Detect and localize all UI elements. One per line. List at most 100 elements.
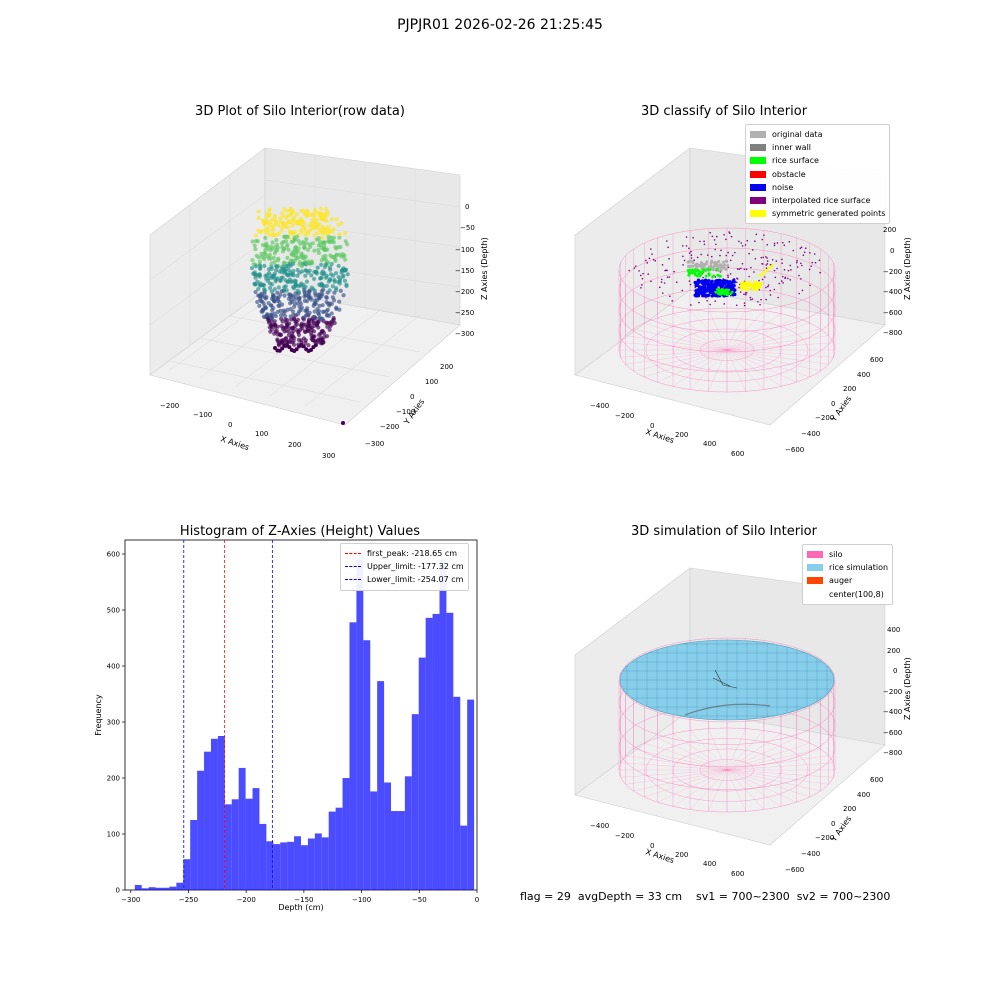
raw-point — [320, 291, 325, 297]
interpolated-point — [652, 258, 655, 261]
raw-point — [262, 291, 267, 296]
simulation-xlabel: X Axies — [644, 847, 675, 865]
raw-point — [287, 292, 292, 297]
raw-point — [289, 279, 294, 284]
histogram-bar — [377, 681, 385, 890]
interpolated-point — [766, 257, 768, 259]
interpolated-point — [763, 234, 765, 236]
interpolated-point — [727, 251, 729, 254]
interpolated-point — [719, 254, 721, 257]
interpolated-point — [690, 254, 693, 257]
raw-point — [291, 338, 296, 344]
histogram-bar — [148, 887, 156, 890]
x-tick-label: −300 — [121, 896, 140, 904]
interpolated-point — [666, 269, 668, 272]
raw-point — [262, 221, 267, 226]
raw-point — [265, 317, 271, 322]
raw-xtick: −100 — [193, 411, 212, 419]
raw-point — [311, 314, 316, 320]
histogram-bar — [252, 788, 260, 890]
raw-point — [301, 344, 306, 349]
raw-point — [331, 235, 337, 240]
noise-point — [710, 287, 714, 291]
raw-point — [292, 249, 298, 254]
raw-point — [332, 277, 337, 283]
raw-point — [295, 317, 301, 322]
raw-point — [267, 207, 272, 212]
symmetric-point — [742, 281, 746, 285]
raw-point — [272, 319, 277, 324]
raw-ytick: −300 — [365, 440, 384, 448]
raw-point — [302, 244, 307, 249]
interpolated-point — [692, 237, 694, 239]
cls-ytick: 600 — [870, 356, 883, 364]
interpolated-point — [730, 235, 733, 238]
raw-point — [277, 299, 282, 305]
raw-point — [283, 224, 288, 229]
legend-item: Lower_limit: -254.07 cm — [345, 573, 464, 586]
raw-ztick: −50 — [460, 224, 475, 232]
raw-point — [257, 263, 263, 268]
interpolated-point — [792, 249, 795, 252]
interpolated-point — [803, 251, 806, 254]
interpolated-point — [748, 252, 750, 255]
interpolated-point — [741, 245, 744, 247]
raw-point — [279, 288, 284, 294]
symmetric-point — [744, 287, 748, 291]
interpolated-point — [760, 298, 762, 301]
interpolated-point — [810, 265, 813, 268]
raw-point — [304, 231, 310, 236]
raw-point — [296, 311, 301, 317]
histogram-bar — [134, 884, 142, 890]
legend-swatch — [750, 183, 766, 191]
interpolated-point — [748, 275, 750, 278]
interpolated-point — [650, 280, 652, 283]
raw-point — [262, 288, 267, 293]
legend-swatch — [807, 564, 823, 572]
noise-point — [701, 286, 706, 290]
interpolated-point — [782, 275, 784, 278]
raw-point — [330, 238, 335, 243]
raw-point — [336, 245, 341, 250]
interpolated-point — [804, 247, 807, 249]
noise-point — [704, 293, 708, 297]
raw-point — [272, 223, 277, 228]
interpolated-point — [741, 262, 744, 265]
raw-point — [290, 223, 295, 228]
interpolated-point — [766, 260, 769, 262]
rice-surface-point — [724, 290, 728, 294]
interpolated-point — [813, 253, 816, 255]
raw-point — [279, 302, 285, 307]
raw-point — [305, 312, 310, 317]
raw-point — [250, 257, 255, 263]
interpolated-point — [683, 259, 686, 262]
raw-point — [318, 276, 323, 281]
rice-surface-point — [706, 267, 710, 271]
raw-point — [261, 283, 267, 288]
interpolated-point — [795, 261, 798, 264]
raw-point — [336, 274, 341, 280]
raw-point — [267, 285, 273, 291]
raw-point — [320, 236, 325, 241]
histogram-bar — [342, 778, 350, 890]
interpolated-point — [773, 242, 776, 245]
raw-point — [272, 323, 277, 328]
raw-point — [302, 287, 307, 293]
raw-point — [325, 320, 330, 325]
histogram-title: Histogram of Z-Axies (Height) Values — [179, 524, 421, 539]
raw-point — [314, 221, 319, 227]
original-point — [725, 260, 729, 264]
legend-item: rice surface — [750, 154, 885, 167]
raw-point — [255, 239, 260, 244]
raw-point — [293, 323, 298, 329]
raw-point — [325, 324, 330, 329]
legend-item: inner wall — [750, 141, 885, 154]
raw-point — [311, 276, 317, 282]
interpolated-point — [682, 255, 684, 258]
interpolated-point — [735, 281, 738, 284]
original-point — [715, 264, 719, 268]
raw-point — [261, 256, 267, 261]
sim-xtick: 400 — [703, 860, 716, 868]
symmetric-point — [747, 287, 751, 291]
symmetric-point — [744, 283, 748, 287]
